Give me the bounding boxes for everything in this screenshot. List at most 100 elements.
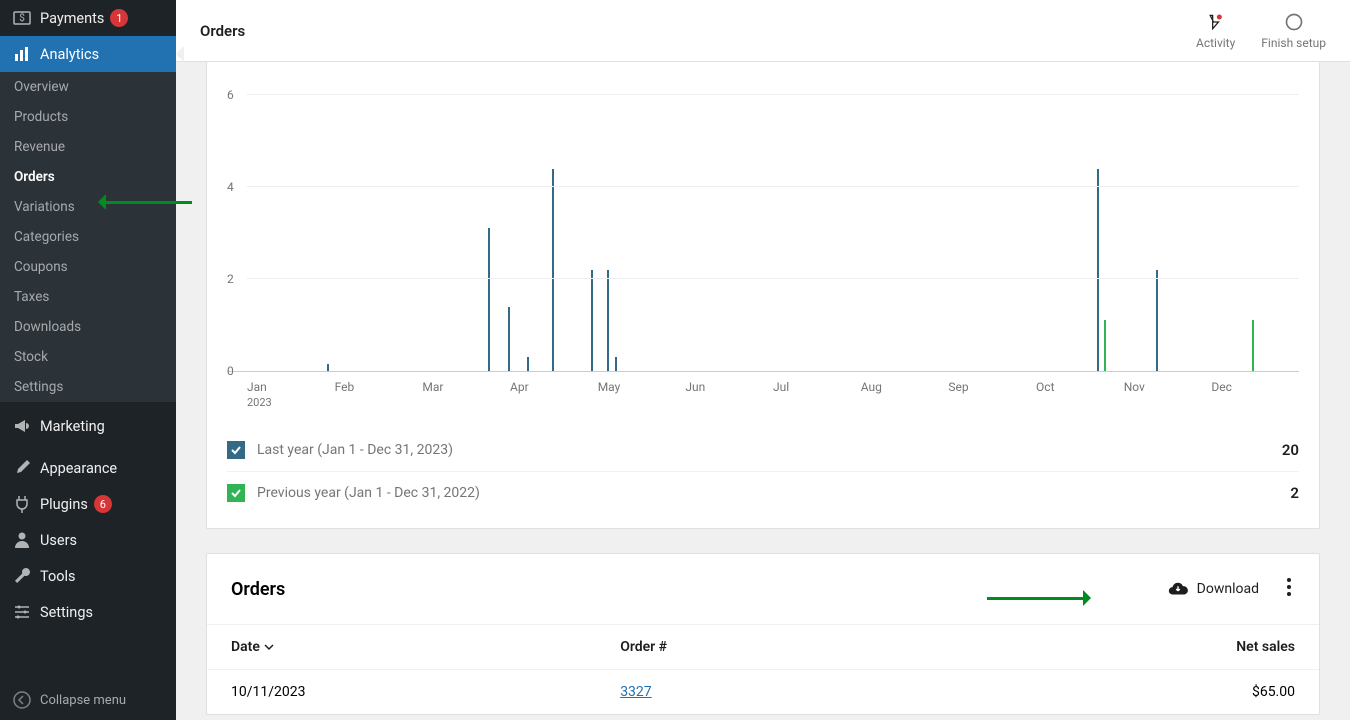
- chart-bar: [488, 228, 490, 371]
- x-label: Sep: [948, 380, 1036, 409]
- megaphone-icon: [12, 416, 32, 436]
- table-row: 10/11/2023 3327 $65.00: [207, 670, 1319, 715]
- nav-payments[interactable]: $ Payments 1: [0, 0, 176, 36]
- subnav-coupons[interactable]: Coupons: [0, 252, 176, 282]
- orders-table-card: Orders Download Date Order # Net sales: [206, 553, 1320, 715]
- nav-label: Payments: [40, 10, 104, 27]
- user-icon: [12, 530, 32, 550]
- chart-legend: Last year (Jan 1 - Dec 31, 2023) 20 Previo…: [207, 415, 1319, 528]
- main: Orders Activity Finish setup 0 2 4 6 Jan202…: [176, 0, 1350, 720]
- legend-row[interactable]: Last year (Jan 1 - Dec 31, 2023) 20: [227, 429, 1299, 472]
- collapse-label: Collapse menu: [40, 693, 126, 708]
- order-link[interactable]: 3327: [620, 684, 651, 700]
- finish-label: Finish setup: [1261, 36, 1326, 50]
- chart-bar: [508, 307, 510, 371]
- x-label: Jun: [685, 380, 773, 409]
- nav-label: Users: [40, 532, 77, 549]
- nav-users[interactable]: Users: [0, 522, 176, 558]
- page-title: Orders: [200, 22, 245, 40]
- chart-bar: [1097, 169, 1099, 371]
- setup-icon: [1284, 12, 1304, 32]
- x-label: Jul: [773, 380, 861, 409]
- nav-label: Tools: [40, 568, 76, 585]
- nav-plugins[interactable]: Plugins 6: [0, 486, 176, 522]
- analytics-subnav: OverviewProductsRevenueOrdersVariationsC…: [0, 72, 176, 402]
- nav-settings[interactable]: Settings: [0, 594, 176, 630]
- subnav-overview[interactable]: Overview: [0, 72, 176, 102]
- subnav-variations[interactable]: Variations: [0, 192, 176, 222]
- chart-area: 0 2 4 6 Jan2023FebMarAprMayJunJulAugSepOctN…: [207, 62, 1319, 415]
- brush-icon: [12, 458, 32, 478]
- nav-label: Appearance: [40, 460, 117, 477]
- subnav-revenue[interactable]: Revenue: [0, 132, 176, 162]
- nav-appearance[interactable]: Appearance: [0, 450, 176, 486]
- cell-net: $65.00: [936, 670, 1319, 715]
- legend-checkbox[interactable]: [227, 484, 245, 502]
- chevron-down-icon: [264, 642, 274, 652]
- content: 0 2 4 6 Jan2023FebMarAprMayJunJulAugSepOctN…: [176, 62, 1350, 720]
- x-label: Oct: [1036, 380, 1124, 409]
- orders-table: Date Order # Net sales 10/11/2023 3327 $65…: [207, 624, 1319, 714]
- header: Orders Activity Finish setup: [176, 0, 1350, 62]
- wrench-icon: [12, 566, 32, 586]
- chart-bar: [1252, 320, 1254, 371]
- collapse-menu[interactable]: Collapse menu: [0, 680, 176, 720]
- subnav-stock[interactable]: Stock: [0, 342, 176, 372]
- chart-bar: [607, 270, 609, 371]
- subnav-categories[interactable]: Categories: [0, 222, 176, 252]
- chart-bar: [527, 357, 529, 371]
- col-order: Order #: [596, 625, 936, 670]
- activity-icon: [1206, 12, 1226, 32]
- subnav-settings[interactable]: Settings: [0, 372, 176, 402]
- y-label: 0: [227, 364, 234, 378]
- nav-label: Marketing: [40, 418, 105, 435]
- chart-bar: [1104, 320, 1106, 371]
- chart-bars: [247, 72, 1299, 371]
- nav-label: Plugins: [40, 496, 88, 513]
- legend-value: 2: [1290, 484, 1299, 502]
- subnav-products[interactable]: Products: [0, 102, 176, 132]
- download-label: Download: [1197, 581, 1259, 597]
- col-netsales: Net sales: [936, 625, 1319, 670]
- plug-icon: [12, 494, 32, 514]
- x-label: Dec: [1211, 380, 1299, 409]
- y-label: 6: [227, 88, 234, 102]
- kebab-icon: [1287, 578, 1291, 596]
- activity-button[interactable]: Activity: [1196, 12, 1235, 50]
- legend-row[interactable]: Previous year (Jan 1 - Dec 31, 2022) 2: [227, 472, 1299, 514]
- nav-label: Analytics: [40, 46, 99, 63]
- x-label: Feb: [335, 380, 423, 409]
- chart-bar: [615, 357, 617, 371]
- chart-bar: [327, 364, 329, 371]
- legend-checkbox[interactable]: [227, 441, 245, 459]
- chart-xaxis: Jan2023FebMarAprMayJunJulAugSepOctNovDec: [227, 380, 1299, 409]
- nav-marketing[interactable]: Marketing: [0, 408, 176, 444]
- more-menu[interactable]: [1283, 574, 1295, 604]
- chart-bar: [552, 169, 554, 371]
- subnav-downloads[interactable]: Downloads: [0, 312, 176, 342]
- col-date-sort[interactable]: Date: [231, 639, 274, 655]
- y-label: 2: [227, 272, 234, 286]
- y-label: 4: [227, 180, 234, 194]
- cloud-download-icon: [1167, 578, 1189, 600]
- nav-tools[interactable]: Tools: [0, 558, 176, 594]
- x-label: Apr: [510, 380, 598, 409]
- analytics-icon: [12, 44, 32, 64]
- nav-analytics[interactable]: Analytics: [0, 36, 176, 72]
- chart-card: 0 2 4 6 Jan2023FebMarAprMayJunJulAugSepOctN…: [206, 62, 1320, 529]
- finish-setup-button[interactable]: Finish setup: [1261, 12, 1326, 50]
- x-label: Nov: [1124, 380, 1212, 409]
- legend-label: Last year (Jan 1 - Dec 31, 2023): [257, 442, 453, 458]
- subnav-orders[interactable]: Orders: [0, 162, 176, 192]
- legend-value: 20: [1282, 441, 1299, 459]
- download-button[interactable]: Download: [1167, 578, 1259, 600]
- activity-label: Activity: [1196, 36, 1235, 50]
- payments-icon: $: [12, 8, 32, 28]
- subnav-taxes[interactable]: Taxes: [0, 282, 176, 312]
- legend-label: Previous year (Jan 1 - Dec 31, 2022): [257, 485, 480, 501]
- payments-badge: 1: [110, 9, 128, 27]
- table-title: Orders: [231, 579, 285, 600]
- cell-date: 10/11/2023: [207, 670, 596, 715]
- collapse-icon: [12, 690, 32, 710]
- sidebar: $ Payments 1 Analytics OverviewProductsR…: [0, 0, 176, 720]
